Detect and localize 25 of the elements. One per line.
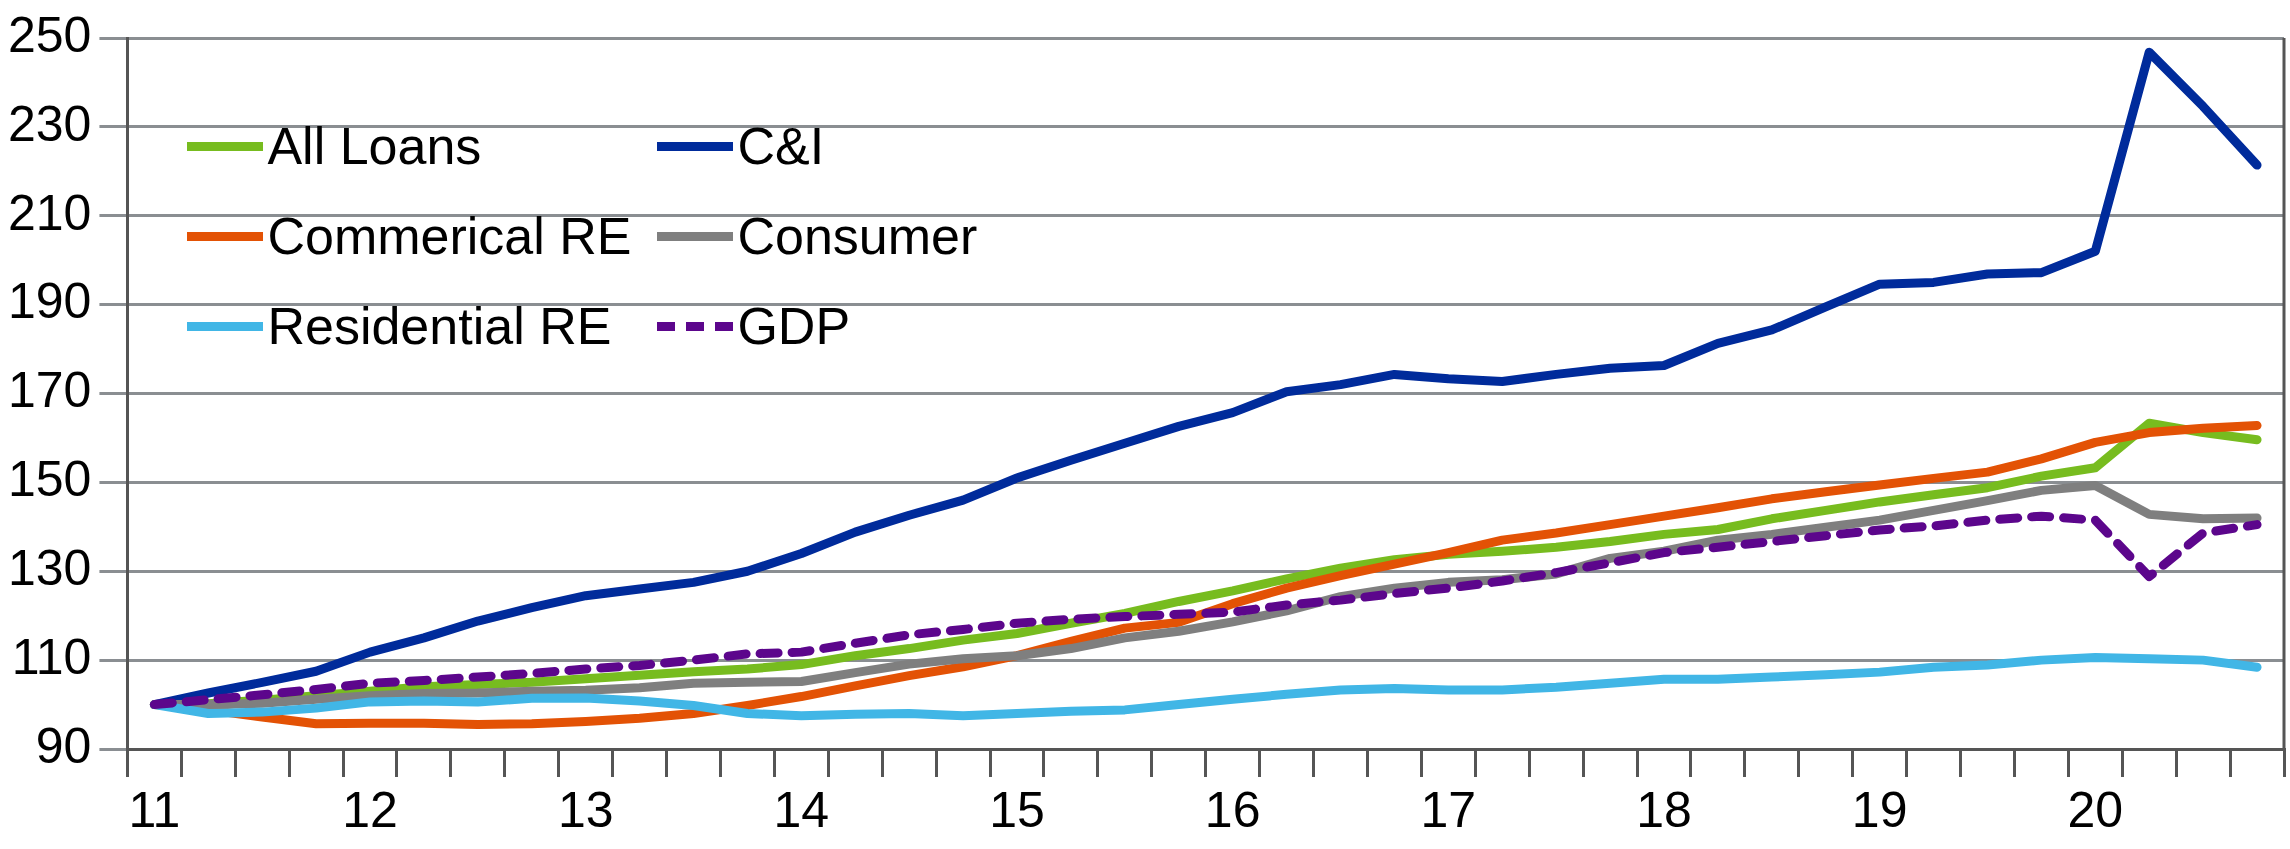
x-tick-label: 19 xyxy=(1851,781,1908,838)
legend-label: Commerical RE xyxy=(267,206,632,266)
legend-label: GDP xyxy=(737,296,851,356)
y-tick-label: 170 xyxy=(7,362,92,419)
x-tick-label: 18 xyxy=(1636,781,1692,838)
y-tick-label: 230 xyxy=(7,95,92,152)
x-tick-label: 17 xyxy=(1420,781,1477,838)
y-tick-label: 210 xyxy=(7,184,92,241)
x-tick-label: 11 xyxy=(128,781,181,838)
x-tick-label: 15 xyxy=(989,781,1045,838)
y-tick-label: 150 xyxy=(7,451,92,508)
y-tick-label: 190 xyxy=(7,273,92,330)
x-tick-label: 14 xyxy=(773,781,830,838)
legend-label: C&I xyxy=(737,116,825,176)
legend-label: All Loans xyxy=(267,116,482,176)
x-tick-label: 20 xyxy=(2067,781,2124,838)
y-tick-label: 130 xyxy=(7,540,92,597)
y-tick-label: 250 xyxy=(7,6,92,63)
x-tick-label: 13 xyxy=(557,781,614,838)
y-tick-label: 110 xyxy=(11,628,92,685)
legend-label: Consumer xyxy=(737,206,978,266)
x-tick-label: 16 xyxy=(1204,781,1261,838)
x-tick-label: 12 xyxy=(342,781,398,838)
y-tick-label: 90 xyxy=(35,717,92,774)
legend-label: Residential RE xyxy=(267,296,612,356)
